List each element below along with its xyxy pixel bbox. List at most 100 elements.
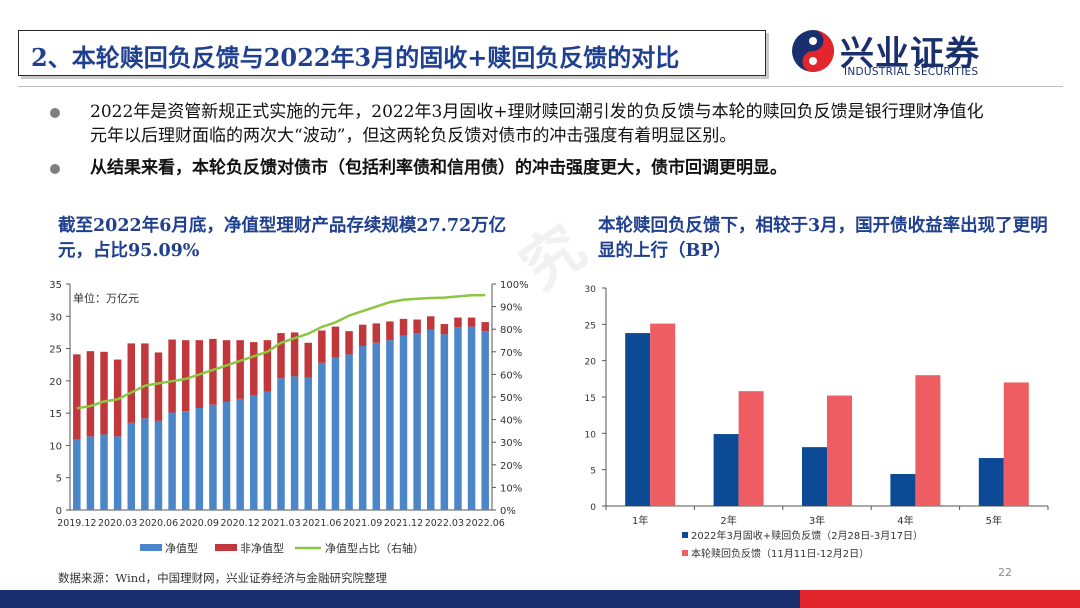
y2-tick-label: 30% — [500, 438, 522, 449]
bar-non-net-value — [318, 330, 326, 363]
bar-net-value — [386, 340, 394, 510]
legend-label: 本轮赎回负反馈（11月11日-12月2日） — [691, 547, 869, 560]
bar-net-value — [426, 329, 435, 510]
bar-net-value — [290, 376, 299, 510]
x-tick-label: 2019.12 — [57, 518, 96, 529]
bar-net-value — [277, 378, 285, 510]
legend-swatch — [682, 550, 688, 556]
bar-net-value — [345, 354, 353, 510]
bar-non-net-value — [263, 340, 272, 392]
y-tick-label: 30 — [585, 285, 597, 295]
legend-label: 净值型占比（右轴） — [325, 541, 424, 555]
y2-tick-label: 10% — [500, 483, 522, 494]
left-chart-headline: 截至2022年6月底，净值型理财产品存续规模27.72万亿元，占比95.09% — [58, 216, 507, 261]
logo-text-en: INDUSTRIAL SECURITIES — [844, 66, 979, 78]
bar-march — [713, 434, 739, 506]
bar-net-value — [195, 407, 204, 510]
bullet-dot-icon — [50, 108, 60, 118]
bar-current — [738, 391, 764, 506]
bar-net-value — [141, 418, 149, 510]
bar-non-net-value — [454, 317, 462, 328]
line-net-value-share — [76, 293, 486, 410]
bar-non-net-value — [440, 324, 449, 335]
legend-swatch — [682, 532, 688, 538]
y2-tick-label: 60% — [500, 370, 522, 381]
x-tick-label: 2年 — [720, 514, 736, 527]
bar-non-net-value — [481, 322, 489, 332]
bar-non-net-value — [154, 352, 163, 421]
unit-note: 单位：万亿元 — [73, 291, 139, 305]
legend-swatch — [140, 544, 162, 551]
bar-net-value — [250, 395, 258, 510]
y-tick-label: 0 — [590, 503, 596, 513]
y-tick-label: 10 — [585, 430, 597, 440]
bar-net-value — [263, 391, 272, 510]
page-number: 22 — [998, 566, 1012, 579]
bar-net-value — [168, 412, 176, 510]
bar-non-net-value — [467, 317, 476, 327]
bar-net-value — [209, 404, 217, 510]
x-tick-label: 2021.06 — [302, 518, 341, 529]
bar-net-value — [372, 342, 381, 510]
bullet-dot-icon — [50, 164, 60, 174]
bar-non-net-value — [168, 339, 176, 413]
bar-net-value — [113, 436, 122, 510]
x-tick-label: 4年 — [897, 514, 913, 527]
bar-non-net-value — [399, 318, 408, 336]
x-tick-label: 2020.09 — [180, 518, 219, 529]
bar-net-value — [318, 362, 326, 510]
bar-non-net-value — [250, 342, 258, 396]
bar-non-net-value — [358, 324, 367, 346]
bar-net-value — [236, 398, 244, 510]
y-tick-label: 25 — [49, 345, 62, 356]
data-source-note: 数据来源：Wind，中国理财网，兴业证券经济与金融研究院整理 — [58, 571, 388, 585]
bar-net-value — [86, 436, 95, 510]
y-tick-label: 15 — [585, 394, 596, 404]
x-tick-label: 2022.03 — [425, 518, 464, 529]
wealth-product-scale-chart: 0 5 10 15 20 25 30 35 0% 10% 20% 30% 40% 50% 60% 70% 80%… — [49, 280, 528, 555]
company-logo: 兴业证券 INDUSTRIAL SECURITIES — [790, 24, 1020, 80]
bar-non-net-value — [73, 354, 81, 440]
bar-net-value — [73, 439, 81, 510]
bar-net-value — [454, 327, 462, 510]
y-tick-label: 20 — [585, 358, 597, 368]
bar-non-net-value — [426, 316, 435, 330]
bar-net-value — [331, 357, 340, 510]
x-tick-label: 1年 — [632, 514, 648, 527]
bar-net-value — [399, 335, 408, 510]
x-tick-label: 2021.03 — [261, 518, 300, 529]
y2-tick-label: 70% — [500, 348, 522, 359]
bar-non-net-value — [181, 340, 190, 412]
bar-march — [802, 447, 827, 506]
x-tick-label: 2020.06 — [139, 518, 178, 529]
bar-non-net-value — [331, 326, 340, 358]
bar-non-net-value — [222, 340, 231, 402]
y2-tick-label: 90% — [500, 303, 522, 314]
y2-tick-label: 40% — [500, 416, 522, 427]
y-tick-label: 10 — [49, 441, 62, 452]
y2-tick-label: 50% — [500, 393, 522, 404]
y-tick-label: 30 — [49, 312, 62, 323]
y-tick-label: 0 — [56, 506, 62, 517]
bar-net-value — [304, 377, 312, 510]
slide-title: 2、本轮赎回负反馈与2022年3月的固收+赎回负反馈的对比 — [31, 43, 680, 72]
legend-swatch — [215, 544, 237, 551]
logo-emblem-icon — [792, 30, 834, 72]
x-tick-label: 3年 — [809, 514, 825, 527]
bar-non-net-value — [413, 319, 421, 334]
bar-non-net-value — [141, 343, 149, 419]
x-tick-label: 2022.06 — [466, 518, 505, 529]
slide-title-box: 2、本轮赎回负反馈与2022年3月的固收+赎回负反馈的对比 — [18, 30, 766, 76]
bar-net-value — [440, 334, 449, 510]
bar-non-net-value — [127, 343, 136, 423]
bar-current — [827, 395, 852, 506]
bar-current — [1003, 382, 1029, 506]
legend-label: 非净值型 — [240, 541, 284, 555]
x-tick-label: 2021.09 — [343, 518, 382, 529]
bar-non-net-value — [304, 342, 312, 378]
bar-non-net-value — [277, 333, 285, 379]
legend-label: 净值型 — [165, 541, 198, 555]
bar-net-value — [181, 411, 190, 510]
bar-net-value — [481, 331, 489, 510]
bar-net-value — [127, 422, 136, 510]
